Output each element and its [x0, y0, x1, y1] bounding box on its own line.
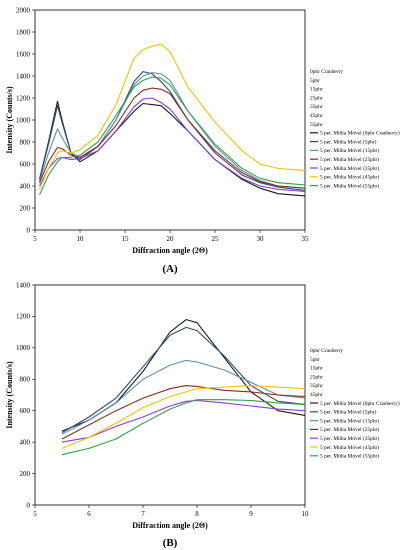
y-tick-label: 0 [27, 226, 31, 234]
series-line-6 [38, 76, 306, 196]
series-line-4 [61, 399, 306, 443]
legend-entry-plain: 15phr [310, 87, 323, 93]
legend-entry-series: 5 per. Mídia Móvel (55phr) [320, 182, 379, 189]
legend-entry-series: 5 per. Mídia Móvel (35phr) [320, 165, 379, 172]
series-line-3 [38, 87, 306, 189]
series-line-3 [61, 385, 306, 440]
legend-entry-series: 5 per. Mídia Móvel (0phr Cranberry) [320, 130, 400, 137]
legend-entry-series: 5 per. Mídia Móvel (25phr) [320, 426, 379, 433]
y-tick-label: 1400 [16, 72, 31, 80]
legend-entry-plain: 35phr [310, 383, 323, 389]
series-line-6 [61, 399, 306, 456]
panel-label: (A) [162, 263, 178, 275]
legend-entry-series: 5 per. Mídia Móvel (25phr) [320, 156, 379, 163]
chart-a: 0 200 400 600 800 1000 1200 1400 1600 1800 2000 5 10… [5, 6, 400, 275]
series-line-0 [38, 100, 306, 197]
x-tick-label: 6 [87, 510, 91, 518]
panel-label: (B) [163, 537, 178, 549]
y-tick-label: 200 [20, 470, 31, 478]
x-tick-label: 10 [77, 235, 85, 243]
legend-entry-plain: 45phr [310, 113, 323, 119]
legend-entry-series: 5 per. Mídia Móvel (45phr) [320, 444, 379, 451]
x-tick-label: 7 [141, 510, 145, 518]
legend-entry-plain: 0phr Cranberry [310, 348, 343, 354]
y-tick-label: 1400 [16, 281, 31, 289]
legend-entry-plain: 35phr [310, 104, 323, 110]
legend-entry-series: 5 per. Mídia Móvel (45phr) [320, 174, 379, 181]
series-line-1 [61, 326, 306, 434]
legend-entry-series: 5 per. Mídia Móvel (5phr) [320, 138, 377, 145]
y-tick-label: 2000 [16, 6, 31, 14]
legend-entry-plain: 5phr [310, 357, 320, 363]
y-tick-label: 600 [20, 160, 31, 168]
legend-entry-series: 5 per. Mídia Móvel (15phr) [320, 147, 379, 154]
y-tick-label: 800 [20, 376, 31, 384]
y-tick-label: 1200 [16, 313, 31, 321]
legend-entry-series: 5 per. Mídia Móvel (55phr) [320, 453, 379, 460]
legend-entry-series: 5 per. Mídia Móvel (35phr) [320, 435, 379, 442]
x-tick-label: 20 [167, 235, 175, 243]
y-tick-label: 0 [27, 501, 31, 509]
series-line-1 [38, 71, 306, 191]
y-tick-label: 1800 [16, 28, 31, 36]
x-tick-label: 10 [302, 510, 310, 518]
legend-entry-series: 5 per. Mídia Móvel (15phr) [320, 417, 379, 424]
y-tick-label: 600 [20, 407, 31, 415]
y-tick-label: 1200 [16, 94, 31, 102]
legend-entry-plain: 25phr [310, 95, 323, 101]
x-axis-label: Diffraction angle (2Θ) [132, 246, 208, 255]
x-tick-label: 9 [249, 510, 253, 518]
y-tick-label: 1600 [16, 50, 31, 58]
x-tick-label: 35 [302, 235, 310, 243]
legend-entry-plain: 25phr [310, 374, 323, 380]
legend-entry-plain: 15phr [310, 366, 323, 372]
series-line-4 [39, 97, 306, 193]
x-tick-label: 30 [257, 235, 265, 243]
series-line-2 [61, 359, 306, 435]
legend-entry-plain: 0phr Cranberry [310, 69, 343, 75]
x-axis-label: Diffraction angle (2Θ) [132, 521, 208, 530]
y-tick-label: 1000 [16, 116, 31, 124]
legend-entry-series: 5 per. Mídia Móvel (0phr Cranberry) [320, 400, 400, 407]
x-tick-label: 25 [212, 235, 220, 243]
y-tick-label: 400 [20, 182, 31, 190]
legend-entry-plain: 45phr [310, 392, 323, 398]
y-tick-label: 1000 [16, 344, 31, 352]
series-line-2 [38, 72, 306, 189]
legend-entry-plain: 55phr [310, 122, 323, 128]
chart-b: 0 200 400 600 800 1000 1200 1400 5 6 7 8 9 10 Diffract… [5, 281, 400, 549]
series-line-5 [38, 43, 306, 190]
x-tick-label: 5 [33, 235, 37, 243]
legend-entry-series: 5 per. Mídia Móvel (5phr) [320, 409, 377, 416]
y-axis-label: Intensity (Counts/s) [5, 361, 14, 429]
y-axis-label: Intensity (Counts/s) [5, 86, 14, 154]
x-tick-label: 5 [33, 510, 37, 518]
y-tick-label: 400 [20, 438, 31, 446]
x-tick-label: 15 [122, 235, 130, 243]
y-tick-label: 800 [20, 138, 31, 146]
plot-frame [34, 9, 306, 231]
legend-entry-plain: 5phr [310, 78, 320, 84]
y-tick-label: 200 [20, 204, 31, 212]
series-line-5 [61, 385, 306, 449]
plot-frame [34, 284, 306, 506]
x-tick-label: 8 [195, 510, 199, 518]
